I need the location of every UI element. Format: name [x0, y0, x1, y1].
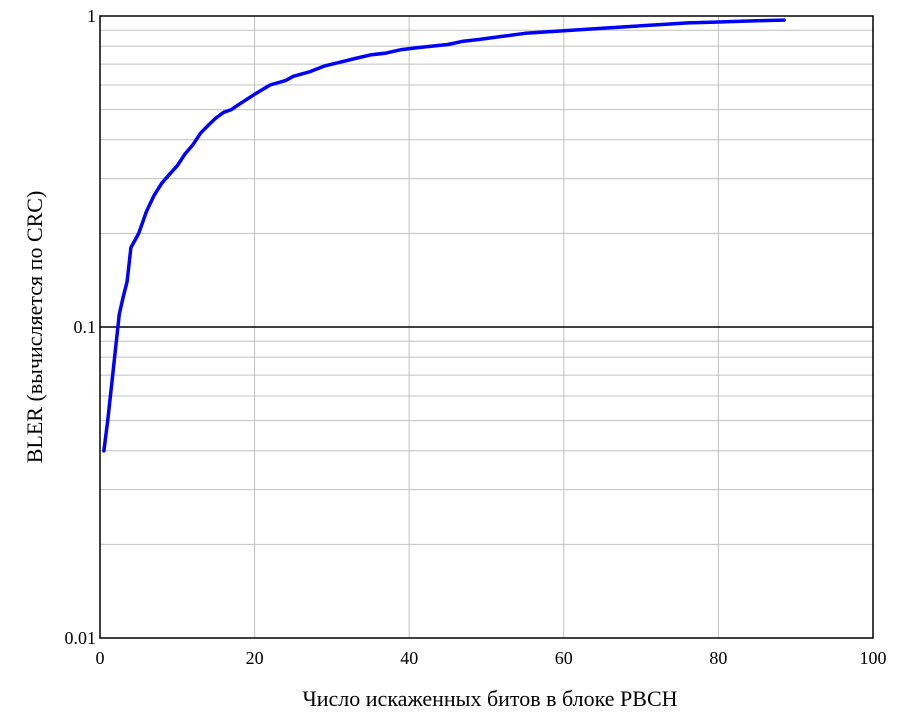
frame-layer [99, 15, 874, 639]
x-tick-label: 0 [96, 648, 105, 668]
y-tick-label: 0.01 [65, 628, 97, 648]
grid-layer [100, 16, 873, 638]
y-axis-label: BLER (вычисляется по CRC) [22, 191, 47, 464]
x-tick-label: 40 [400, 648, 418, 668]
x-tick-label: 100 [860, 648, 887, 668]
y-tick-label: 0.1 [74, 317, 97, 337]
plot-frame [99, 15, 874, 639]
x-axis-label: Число искаженных битов в блоке PBCH [302, 686, 677, 711]
y-tick-label: 1 [87, 6, 96, 26]
series-line-0 [102, 18, 786, 453]
tick-labels: 0 20 40 60 80 100 0.01 0.1 1 [65, 6, 887, 668]
series-layer [102, 18, 786, 453]
x-tick-label: 20 [246, 648, 264, 668]
x-tick-label: 80 [709, 648, 727, 668]
x-tick-label: 60 [555, 648, 573, 668]
